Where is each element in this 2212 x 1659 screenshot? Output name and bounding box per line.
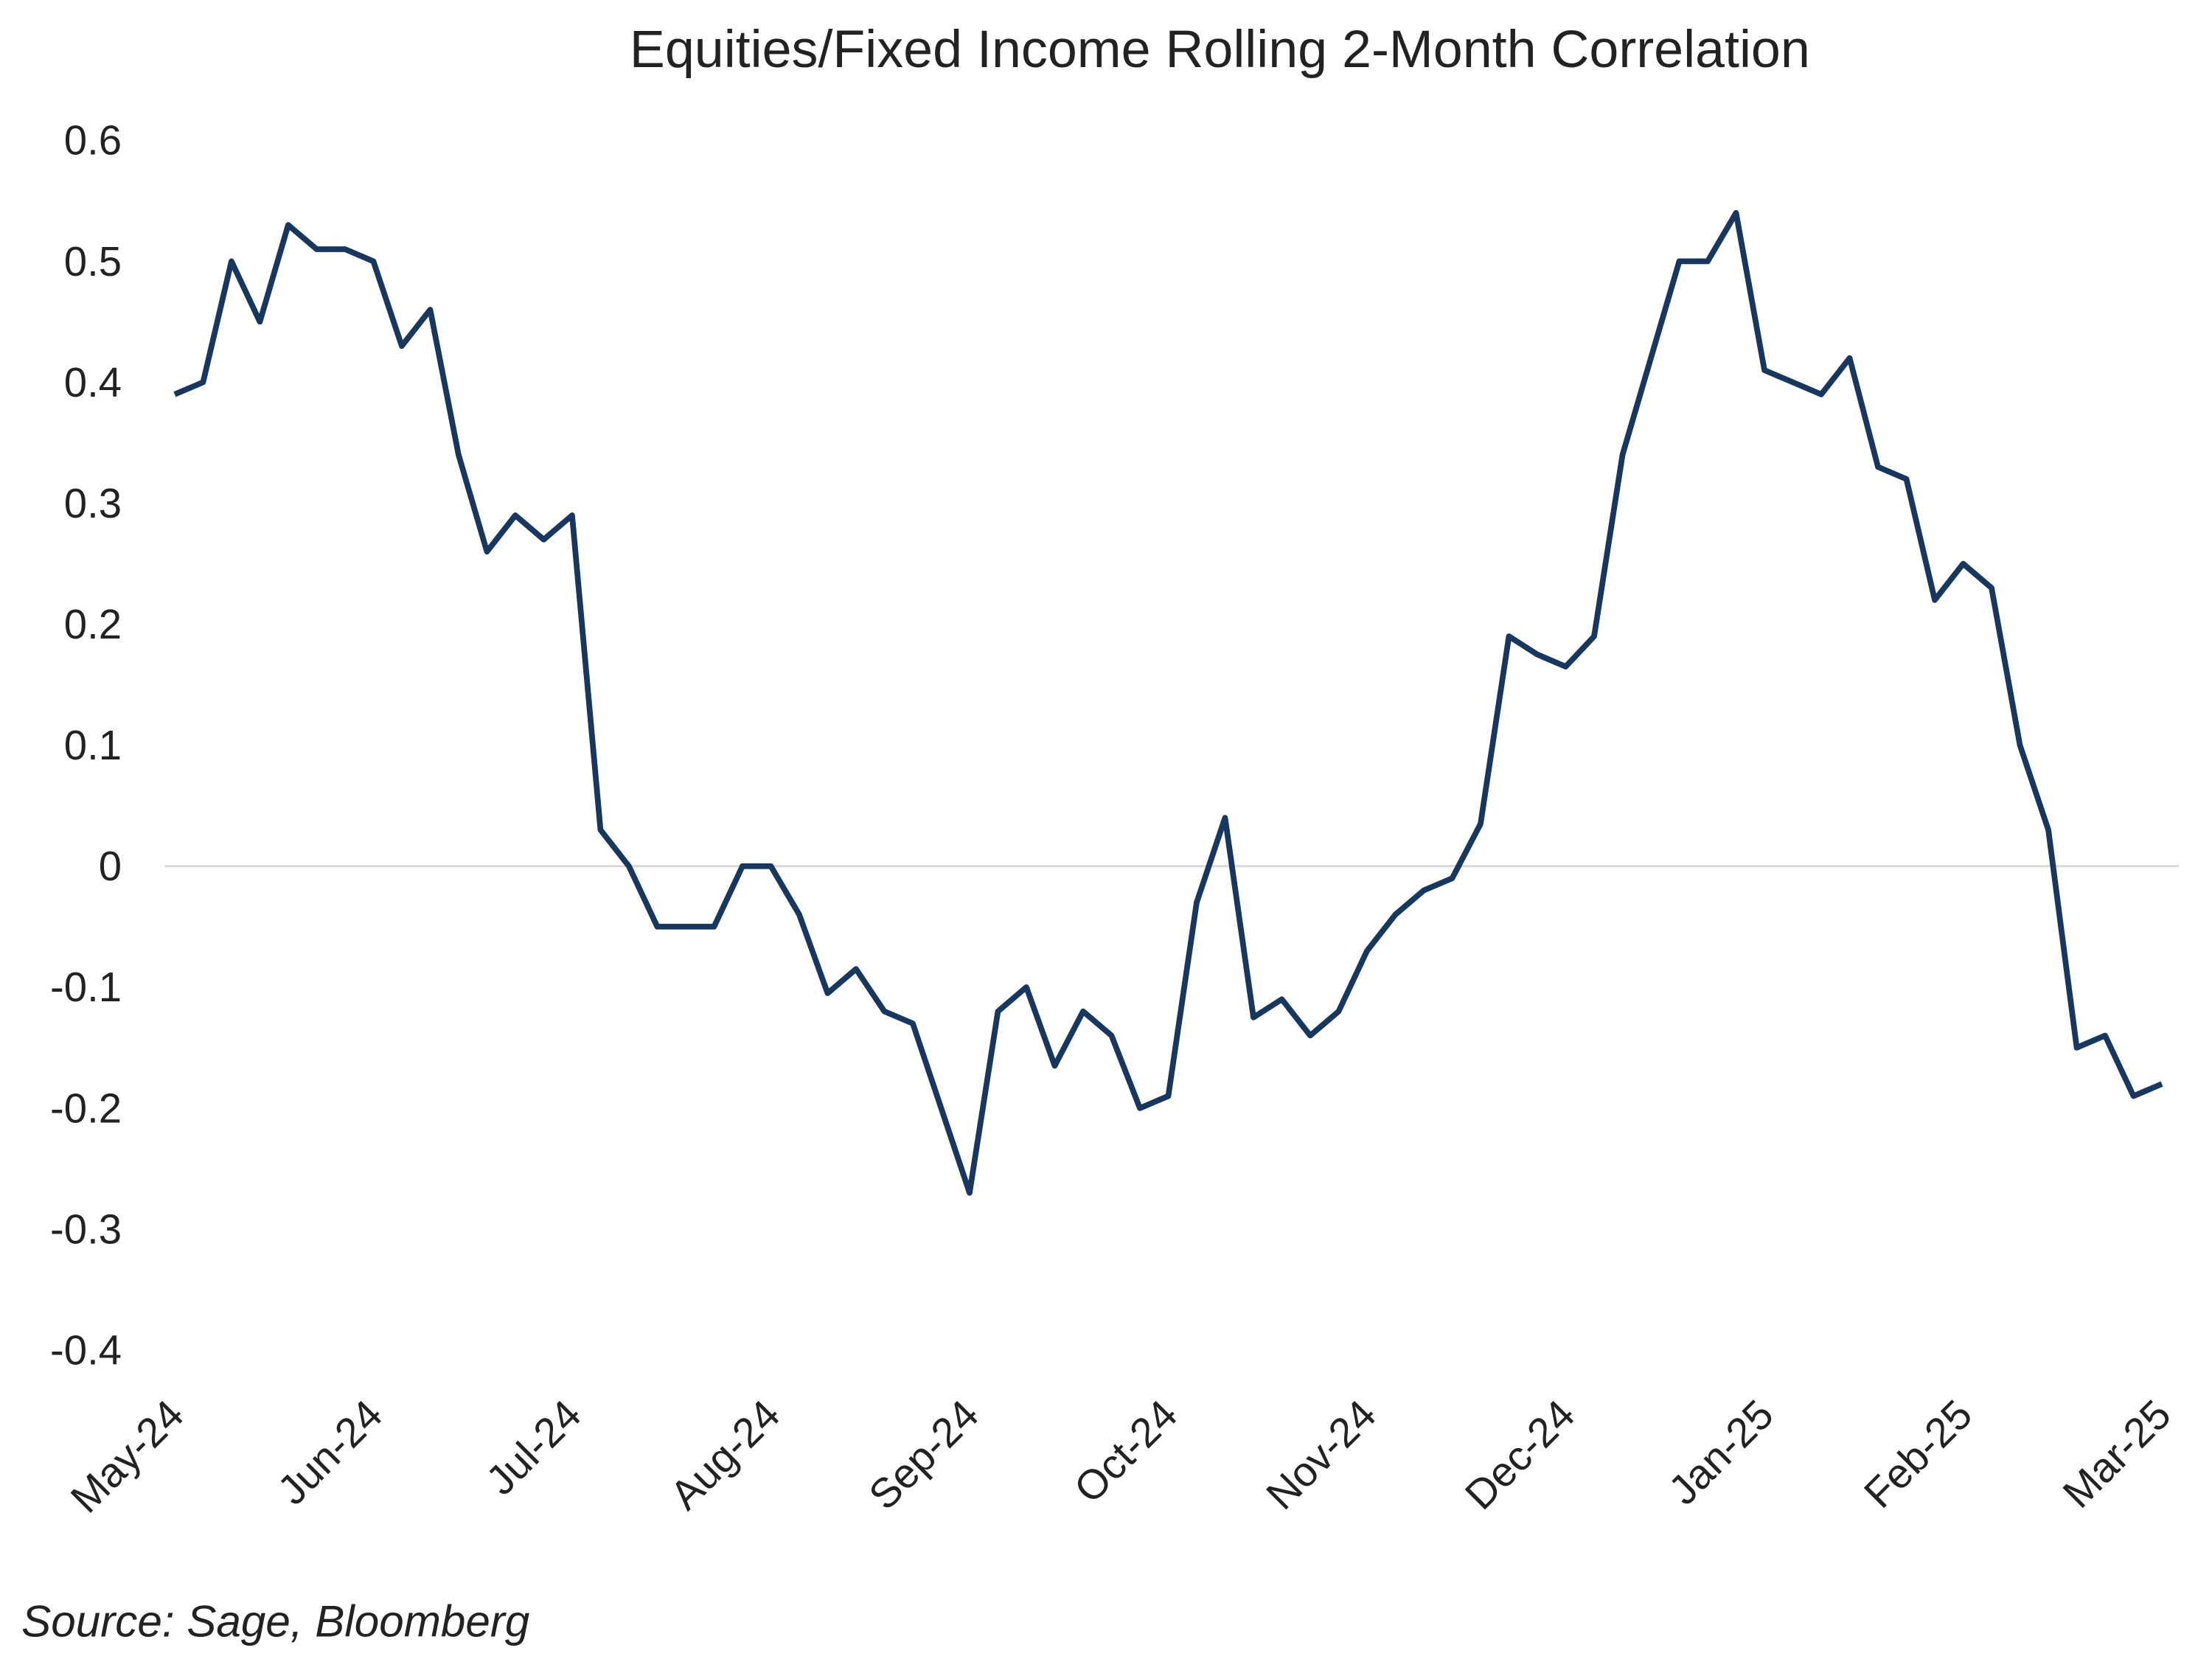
y-tick-label: 0.3 bbox=[64, 480, 122, 526]
chart-title: Equities/Fixed Income Rolling 2-Month Co… bbox=[630, 20, 1810, 79]
x-tick-label: Dec-24 bbox=[1456, 1391, 1584, 1518]
data-line bbox=[173, 209, 2163, 1196]
x-tick-label: Sep-24 bbox=[860, 1391, 987, 1518]
plot-area: -0.4 -0.3 -0.2 -0.1 0 0.1 0.2 0.3 0.4 0.5 0.6 May-2… bbox=[50, 117, 2180, 1522]
y-tick-label: -0.4 bbox=[50, 1326, 122, 1373]
x-tick-label: Jun-24 bbox=[268, 1391, 391, 1513]
y-tick-label: -0.2 bbox=[50, 1085, 122, 1131]
y-tick-label: -0.1 bbox=[50, 964, 122, 1010]
y-tick-label: 0 bbox=[99, 843, 122, 889]
y-tick-label: 0.1 bbox=[64, 722, 122, 768]
x-tick-label: Nov-24 bbox=[1257, 1391, 1385, 1518]
source-note: Source: Sage, Bloomberg bbox=[21, 1596, 529, 1646]
x-tick-label: Jul-24 bbox=[477, 1391, 590, 1503]
x-tick-label: Feb-25 bbox=[1855, 1391, 1981, 1517]
y-tick-label: 0.2 bbox=[64, 601, 122, 647]
y-tick-label: 0.5 bbox=[64, 238, 122, 285]
y-tick-label: 0.6 bbox=[64, 117, 122, 164]
x-tick-label: May-24 bbox=[62, 1391, 192, 1521]
x-tick-label: Mar-25 bbox=[2053, 1391, 2180, 1517]
x-tick-label: Jan-25 bbox=[1660, 1391, 1782, 1513]
x-tick-label: Oct-24 bbox=[1065, 1391, 1186, 1512]
y-tick-label: -0.3 bbox=[50, 1206, 122, 1252]
x-tick-label: Aug-24 bbox=[661, 1391, 789, 1518]
y-tick-label: 0.4 bbox=[64, 359, 122, 406]
